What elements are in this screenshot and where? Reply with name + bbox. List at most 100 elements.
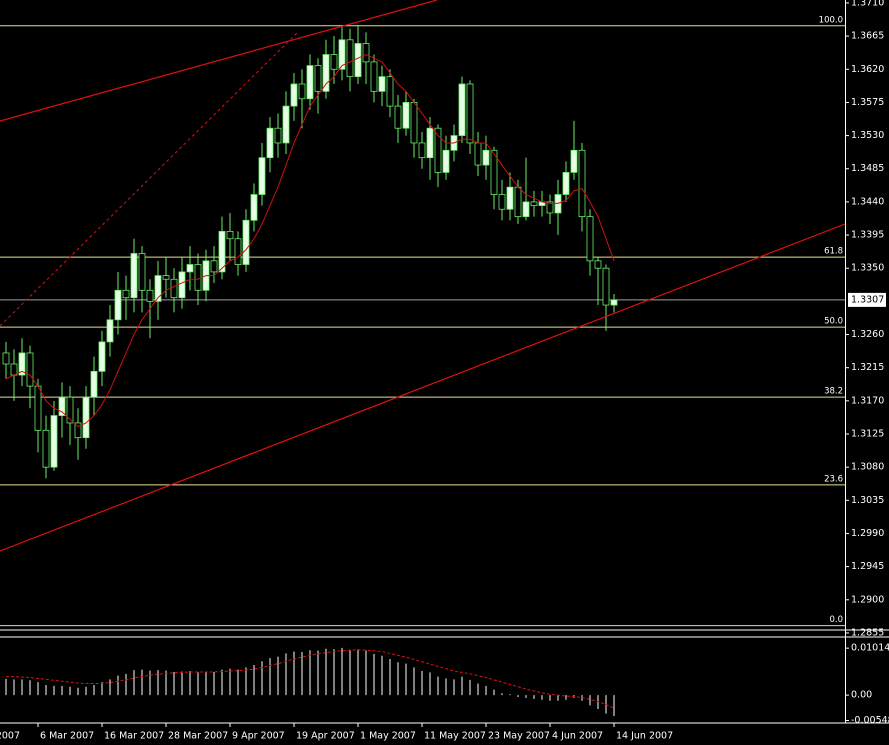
candle-body: [74, 422, 82, 439]
y-tick-label: 1.3620: [851, 64, 884, 75]
candle-body: [466, 83, 474, 144]
y-tick-label: 1.3530: [851, 130, 884, 141]
y-tick-label: 1.3260: [851, 329, 884, 340]
candle-body: [66, 396, 74, 424]
candle-body: [170, 278, 178, 299]
candle-body: [602, 267, 610, 306]
candle-body: [594, 260, 602, 269]
y-tick-label: 1.3485: [851, 163, 884, 174]
candle-body: [58, 396, 66, 416]
y-tick-label: 1.3575: [851, 97, 884, 108]
candle-body: [242, 219, 250, 265]
candle-body: [578, 149, 586, 218]
candle-body: [282, 105, 290, 144]
candle-body: [258, 157, 266, 195]
candle-body: [402, 102, 410, 129]
candle-body: [490, 149, 498, 195]
candle-body: [338, 39, 346, 70]
candle-body: [154, 275, 162, 302]
x-tick-label: 9 Apr 2007: [232, 731, 285, 742]
fibo-label: 0.0: [829, 615, 843, 625]
fibo-label: 23.6: [824, 474, 843, 484]
candle-body: [218, 230, 226, 273]
macd-signal: [6, 649, 615, 709]
candle-body: [498, 194, 506, 210]
candle-body: [162, 275, 170, 280]
y-tick-label: 1.2900: [851, 594, 884, 605]
y-tick-label: 1.2855: [851, 627, 884, 638]
y-tick-label: 1.3710: [851, 0, 884, 8]
x-tick-label: 4 Jun 2007: [552, 731, 603, 742]
x-tick-label: 6 Mar 2007: [40, 731, 94, 742]
candle-body: [194, 264, 202, 291]
candle-body: [306, 65, 314, 100]
candle-body: [610, 299, 618, 306]
candle-body: [226, 230, 234, 240]
moving-average: [5, 53, 615, 428]
y-tick-label: 1.3665: [851, 31, 884, 42]
y-tick-label: 1.3125: [851, 429, 884, 440]
candle-body: [2, 352, 10, 365]
candle-body: [522, 201, 530, 218]
candle-body: [138, 253, 146, 291]
trendline-dashed: [0, 31, 299, 327]
candle-body: [298, 83, 306, 100]
candle-body: [250, 194, 258, 221]
price-panel: [0, 25, 845, 627]
y-tick-label: 1.3080: [851, 462, 884, 473]
candle-body: [426, 127, 434, 159]
candle-body: [410, 102, 418, 144]
candle-body: [98, 341, 106, 372]
candle-body: [354, 43, 362, 78]
y-tick-label: 0.00: [851, 690, 872, 701]
candle-body: [458, 83, 466, 136]
candle-body: [346, 39, 354, 78]
fibo-label: 61.8: [824, 247, 843, 257]
candle-body: [474, 142, 482, 166]
x-tick-label: 23 May 2007: [488, 731, 550, 742]
candle-body: [210, 260, 218, 273]
candle-body: [50, 415, 58, 468]
trendline: [0, 223, 846, 552]
candle-body: [442, 149, 450, 173]
x-tick-label: Feb 2007: [0, 731, 20, 742]
candle-body: [514, 186, 522, 218]
last-price-box: [848, 292, 886, 307]
x-tick-label: 1 May 2007: [360, 731, 416, 742]
candle-body: [90, 370, 98, 398]
x-tick-label: 16 Mar 2007: [104, 731, 164, 742]
candle-body: [570, 149, 578, 173]
candle-body: [42, 429, 50, 468]
candle-body: [370, 61, 378, 92]
y-tick-label: 1.3350: [851, 263, 884, 274]
y-tick-label: 1.3395: [851, 230, 884, 241]
y-tick-label: 1.2945: [851, 561, 884, 572]
candle-body: [266, 127, 274, 159]
y-tick-label: 1.3440: [851, 196, 884, 207]
candle-body: [114, 289, 122, 321]
candle-body: [394, 105, 402, 129]
candle-body: [562, 172, 570, 195]
y-tick-label: 1.3170: [851, 395, 884, 406]
candle-body: [546, 201, 554, 214]
candle-body: [586, 216, 594, 262]
x-tick-label: 28 Mar 2007: [168, 731, 228, 742]
x-tick-label: 11 May 2007: [424, 731, 486, 742]
x-tick-label: 14 Jun 2007: [616, 731, 673, 742]
candle-body: [482, 149, 490, 166]
trendline: [0, 0, 438, 122]
candle-body: [26, 352, 34, 387]
fibo-label: 50.0: [824, 317, 843, 327]
candle-body: [322, 54, 330, 92]
x-tick-label: 19 Apr 2007: [296, 731, 355, 742]
y-tick-label: -0.00548: [851, 715, 889, 726]
candle-body: [130, 253, 138, 299]
candle-body: [314, 65, 322, 92]
fibo-label: 100.0: [819, 15, 843, 25]
y-tick-label: 1.2990: [851, 528, 884, 539]
candle-body: [18, 352, 26, 376]
candle-body: [274, 127, 282, 144]
candle-body: [146, 289, 154, 302]
